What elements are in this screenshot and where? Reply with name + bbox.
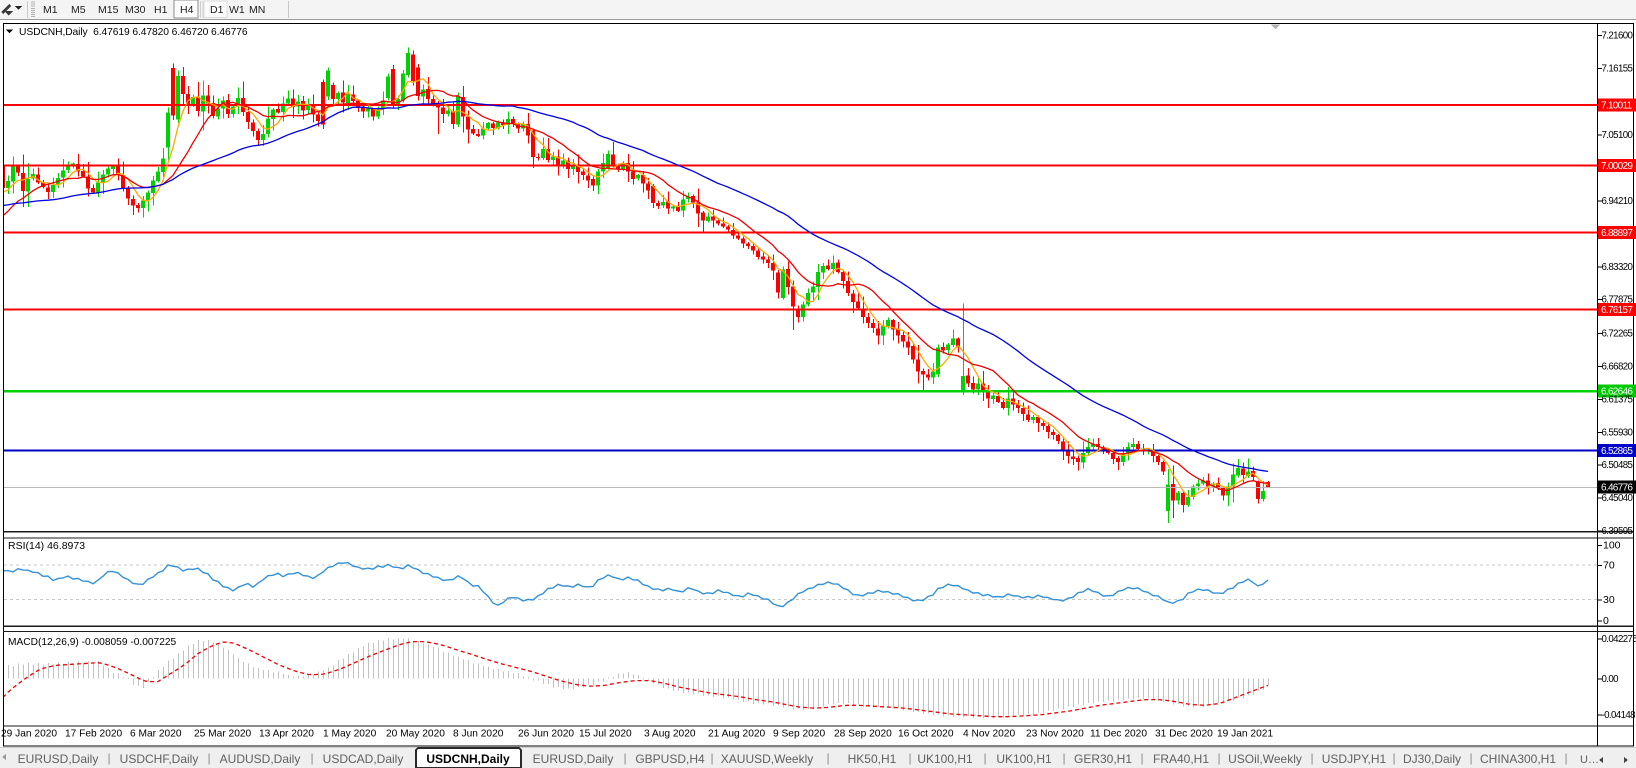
svg-text:XAUUSD,Weekly: XAUUSD,Weekly (721, 752, 813, 766)
svg-text:DJ30,Daily: DJ30,Daily (1403, 752, 1461, 766)
svg-text:28 Sep 2020: 28 Sep 2020 (834, 729, 892, 740)
svg-text:0: 0 (1603, 615, 1609, 627)
svg-text:|: | (710, 751, 713, 765)
svg-text:|: | (1140, 751, 1143, 765)
svg-text:|: | (1062, 751, 1065, 765)
svg-text:M30: M30 (125, 4, 146, 16)
svg-text:25 Mar 2020: 25 Mar 2020 (194, 729, 252, 740)
svg-text:6.83320: 6.83320 (1602, 262, 1634, 273)
svg-text:AUDUSD,Daily: AUDUSD,Daily (220, 752, 301, 766)
svg-text:19 Jan 2021: 19 Jan 2021 (1217, 729, 1273, 740)
svg-text:6.39595: 6.39595 (1602, 526, 1633, 537)
svg-text:H1: H1 (154, 4, 168, 16)
svg-text:H4: H4 (180, 4, 194, 16)
svg-text:USDCNH,Daily 6.47619 6.47820: USDCNH,Daily 6.47619 6.47820 6.46720 6.4… (19, 27, 248, 38)
svg-text:20 May 2020: 20 May 2020 (386, 729, 445, 740)
svg-text:USDCAD,Daily: USDCAD,Daily (323, 752, 404, 766)
svg-text:23 Nov 2020: 23 Nov 2020 (1026, 729, 1084, 740)
svg-text:7.10011: 7.10011 (1601, 101, 1633, 112)
svg-text:6.61375: 6.61375 (1602, 394, 1633, 405)
svg-text:USOil,Weekly: USOil,Weekly (1228, 752, 1302, 766)
svg-text:CHINA300,H1: CHINA300,H1 (1480, 752, 1556, 766)
svg-text:RSI(14) 46.8973: RSI(14) 46.8973 (8, 540, 85, 552)
svg-text:|: | (623, 751, 626, 765)
svg-text:17 Feb 2020: 17 Feb 2020 (65, 729, 123, 740)
svg-text:M5: M5 (71, 4, 86, 16)
svg-text:GBPUSD,H4: GBPUSD,H4 (635, 752, 705, 766)
svg-text:U…: U… (1580, 754, 1599, 766)
svg-text:7.00029: 7.00029 (1601, 161, 1633, 172)
svg-text:15 Jul 2020: 15 Jul 2020 (579, 729, 632, 740)
svg-text:6.77875: 6.77875 (1602, 295, 1633, 306)
svg-text:|: | (310, 751, 313, 765)
svg-text:8 Jun 2020: 8 Jun 2020 (453, 729, 504, 740)
svg-text:M15: M15 (98, 4, 119, 16)
svg-text:7.21600: 7.21600 (1602, 31, 1634, 42)
svg-text:1 May 2020: 1 May 2020 (323, 729, 377, 740)
svg-text:0.042275: 0.042275 (1602, 634, 1636, 645)
svg-text:UK100,H1: UK100,H1 (996, 752, 1052, 766)
svg-text:|: | (107, 751, 110, 765)
svg-text:11 Dec 2020: 11 Dec 2020 (1090, 729, 1147, 740)
svg-text:|: | (826, 751, 829, 765)
svg-text:|: | (1469, 751, 1472, 765)
svg-text:6.50485: 6.50485 (1602, 460, 1633, 471)
svg-text:0.00: 0.00 (1602, 674, 1620, 685)
svg-text:9 Sep 2020: 9 Sep 2020 (773, 729, 825, 740)
svg-text:EURUSD,Daily: EURUSD,Daily (18, 752, 99, 766)
svg-text:EURUSD,Daily: EURUSD,Daily (533, 752, 614, 766)
svg-text:|: | (1392, 751, 1395, 765)
svg-text:6.55930: 6.55930 (1602, 427, 1634, 438)
svg-text:USDJPY,H1: USDJPY,H1 (1322, 752, 1387, 766)
svg-text:HK50,H1: HK50,H1 (848, 752, 897, 766)
svg-text:6.52865: 6.52865 (1601, 446, 1633, 457)
svg-text:3 Aug 2020: 3 Aug 2020 (644, 729, 696, 740)
svg-text:16 Oct 2020: 16 Oct 2020 (898, 729, 954, 740)
svg-text:FRA40,H1: FRA40,H1 (1153, 752, 1209, 766)
svg-text:MN: MN (249, 4, 265, 16)
svg-text:31 Dec 2020: 31 Dec 2020 (1155, 729, 1213, 740)
svg-text:|: | (983, 751, 986, 765)
svg-text:30: 30 (1603, 594, 1615, 606)
svg-text:GER30,H1: GER30,H1 (1074, 752, 1132, 766)
svg-text:W1: W1 (229, 4, 245, 16)
svg-text:4 Nov 2020: 4 Nov 2020 (963, 729, 1015, 740)
svg-text:100: 100 (1603, 540, 1621, 552)
svg-text:USDCNH,Daily: USDCNH,Daily (426, 752, 510, 766)
svg-text:13 Apr 2020: 13 Apr 2020 (259, 729, 314, 740)
svg-text:D1: D1 (210, 4, 224, 16)
svg-text:29 Jan 2020: 29 Jan 2020 (1, 729, 57, 740)
svg-text:7.16155: 7.16155 (1602, 63, 1633, 74)
svg-text:|: | (1310, 751, 1313, 765)
svg-text:6.72265: 6.72265 (1602, 329, 1633, 340)
svg-text:|: | (908, 751, 911, 765)
svg-text:|: | (207, 751, 210, 765)
svg-text:6.45040: 6.45040 (1602, 493, 1634, 504)
svg-text:21 Aug 2020: 21 Aug 2020 (708, 729, 766, 740)
svg-text:70: 70 (1603, 560, 1615, 572)
svg-text:6.62646: 6.62646 (1601, 387, 1633, 398)
svg-text:|: | (1564, 751, 1567, 765)
svg-text:6.94210: 6.94210 (1602, 196, 1634, 207)
svg-text:-0.04148: -0.04148 (1602, 710, 1636, 721)
svg-text:M1: M1 (43, 4, 58, 16)
svg-text:|: | (1217, 751, 1220, 765)
svg-text:MACD(12,26,9) -0.008059 -0.007: MACD(12,26,9) -0.008059 -0.007225 (8, 637, 177, 648)
svg-text:7.05100: 7.05100 (1602, 130, 1634, 141)
svg-text:6.88897: 6.88897 (1601, 228, 1633, 239)
svg-text:6.76157: 6.76157 (1601, 305, 1633, 316)
svg-text:6 Mar 2020: 6 Mar 2020 (130, 729, 182, 740)
svg-text:USDCHF,Daily: USDCHF,Daily (120, 752, 199, 766)
svg-text:6.46776: 6.46776 (1601, 483, 1633, 494)
svg-text:UK100,H1: UK100,H1 (917, 752, 973, 766)
svg-text:26 Jun 2020: 26 Jun 2020 (518, 729, 574, 740)
svg-text:6.66820: 6.66820 (1602, 362, 1634, 373)
